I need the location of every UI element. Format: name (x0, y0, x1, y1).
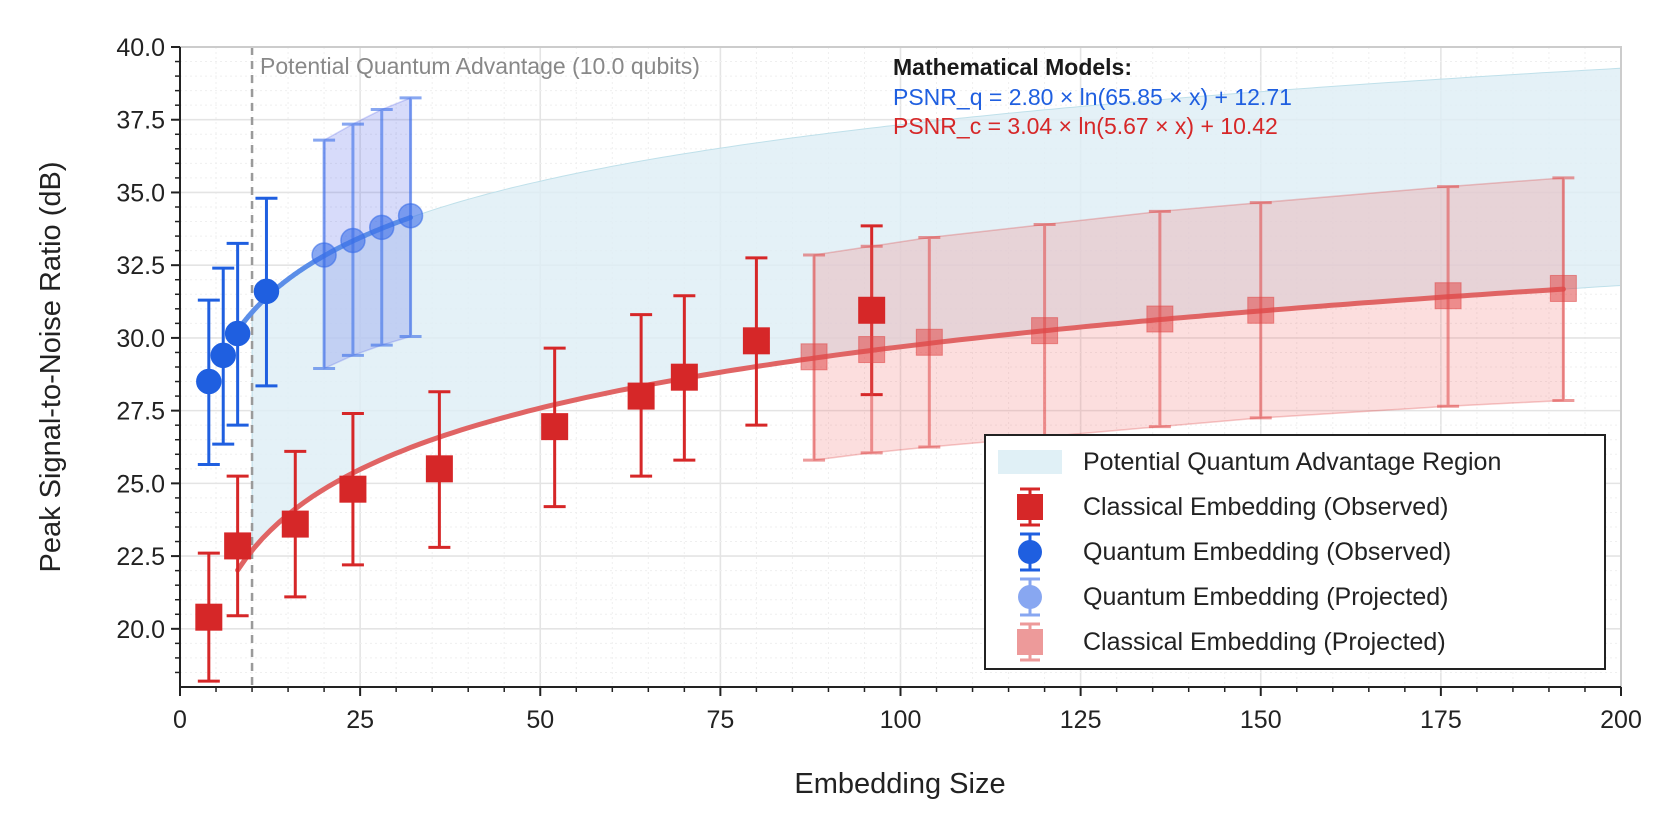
marker-classical-observed-70 (670, 363, 698, 391)
marker-classical-observed-8 (224, 532, 252, 560)
legend-swatch-marker (1017, 494, 1043, 520)
marker-quantum-observed-8 (224, 320, 251, 347)
marker-classical-projected-120 (1031, 317, 1059, 345)
marker-quantum-projected-24 (340, 227, 366, 254)
y-tick-label-27-5: 27.5 (116, 398, 165, 426)
legend-swatches (998, 450, 1062, 662)
legend-swatch-classical-projected (1017, 622, 1043, 662)
threshold-marker: Potential Quantum Advantage (10.0 qubits… (250, 47, 700, 687)
y-tick-label-37-5: 37.5 (116, 107, 165, 135)
y-axis-title: Peak Signal-to-Noise Ratio (dB) (35, 161, 67, 572)
y-tick-label-40-0: 40.0 (116, 34, 165, 62)
x-tick-label-200: 200 (1600, 706, 1642, 734)
legend-swatch-marker (1017, 629, 1043, 655)
x-tick-label-175: 175 (1420, 706, 1462, 734)
marker-classical-observed-52 (541, 413, 569, 441)
marker-classical-observed-64 (627, 382, 655, 410)
marker-quantum-projected-28 (368, 214, 395, 241)
marker-quantum-projected-32 (397, 202, 424, 229)
y-tick-label-22-5: 22.5 (116, 543, 165, 571)
x-tick-label-125: 125 (1060, 706, 1102, 734)
marker-classical-observed-36 (425, 455, 453, 483)
marker-classical-projected-104 (915, 328, 943, 356)
marker-classical-projected-136 (1146, 305, 1174, 333)
classical-model-equation: PSNR_c = 3.04 × ln(5.67 × x) + 10.42 (893, 113, 1278, 139)
marker-classical-observed-4 (195, 603, 223, 631)
y-tick-label-32-5: 32.5 (116, 252, 165, 280)
legend-label-classical-observed: Classical Embedding (Observed) (1083, 493, 1448, 521)
x-tick-label-75: 75 (706, 706, 734, 734)
y-tick-label-25-0: 25.0 (116, 470, 165, 498)
marker-classical-projected-176 (1434, 282, 1462, 310)
legend-label-quantum-observed: Quantum Embedding (Observed) (1083, 538, 1451, 566)
x-axis-title: Embedding Size (794, 768, 1005, 800)
legend-swatch-quantum-observed (1018, 532, 1042, 572)
marker-classical-projected-150 (1247, 296, 1275, 324)
legend-frame (984, 434, 1606, 670)
x-tick-label-0: 0 (173, 706, 187, 734)
marker-quantum-projected-20 (311, 242, 337, 268)
marker-classical-observed-96 (858, 296, 886, 324)
quantum-model-equation: PSNR_q = 2.80 × ln(65.85 × x) + 12.71 (893, 84, 1292, 110)
axes: 0 25 50 75 100 125 150 175 200 20.0 22.5 25.0 27.5 30… (116, 34, 1642, 734)
legend-swatch-marker (1018, 540, 1042, 564)
x-tick-label-100: 100 (880, 706, 922, 734)
x-tick-label-150: 150 (1240, 706, 1282, 734)
x-tick-label-50: 50 (526, 706, 554, 734)
legend: Potential Quantum Advantage Region Class… (984, 434, 1606, 670)
marker-quantum-observed-4 (196, 368, 222, 395)
legend-swatch-marker (1018, 585, 1042, 609)
threshold-label: Potential Quantum Advantage (10.0 qubits… (260, 53, 700, 79)
marker-quantum-observed-6 (210, 342, 236, 369)
legend-label-classical-projected: Classical Embedding (Projected) (1083, 628, 1446, 656)
marker-classical-observed-16 (281, 510, 309, 538)
legend-swatch-advantage-region (998, 450, 1062, 474)
models-heading: Mathematical Models: (893, 54, 1132, 80)
y-tick-label-35-0: 35.0 (116, 179, 165, 207)
legend-swatch-classical-observed (1017, 487, 1043, 527)
x-tick-label-25: 25 (346, 706, 374, 734)
legend-swatch-quantum-projected (1018, 577, 1042, 617)
legend-label-quantum-projected: Quantum Embedding (Projected) (1083, 583, 1448, 611)
marker-classical-projected-192 (1549, 274, 1577, 302)
data-markers (195, 202, 1577, 631)
marker-classical-projected-88 (800, 343, 828, 371)
models-annotation: Mathematical Models: PSNR_q = 2.80 × ln(… (893, 54, 1292, 139)
marker-classical-projected-96 (858, 336, 886, 364)
legend-label-advantage-region: Potential Quantum Advantage Region (1083, 448, 1501, 476)
marker-classical-observed-80 (742, 327, 770, 355)
y-tick-label-30-0: 30.0 (116, 325, 165, 353)
classical-fit-curve (235, 286, 1566, 573)
y-tick-label-20-0: 20.0 (116, 616, 165, 644)
marker-classical-observed-24 (339, 475, 367, 503)
marker-quantum-observed-12 (253, 278, 280, 305)
